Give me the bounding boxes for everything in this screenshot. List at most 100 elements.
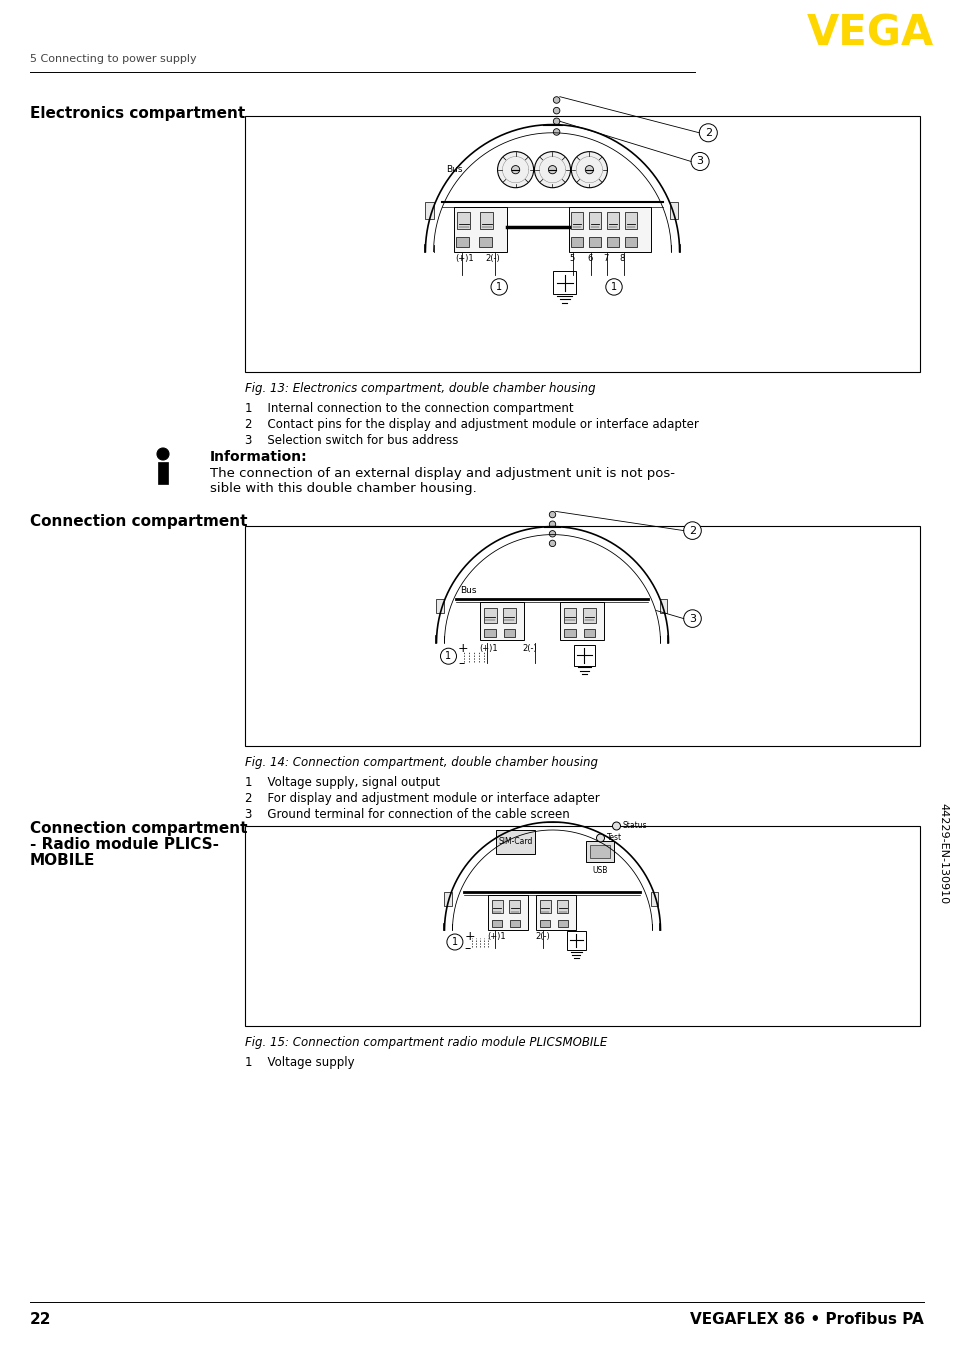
Bar — [582, 608, 595, 623]
Bar — [558, 919, 567, 926]
Text: 5: 5 — [568, 255, 574, 263]
Bar — [583, 630, 595, 636]
Text: 1: 1 — [445, 651, 451, 661]
Text: sible with this double chamber housing.: sible with this double chamber housing. — [210, 482, 476, 496]
Bar — [536, 895, 576, 930]
Bar — [560, 601, 604, 640]
Text: Fig. 14: Connection compartment, double chamber housing: Fig. 14: Connection compartment, double … — [245, 756, 598, 769]
Circle shape — [553, 107, 559, 114]
Bar — [589, 213, 600, 229]
Circle shape — [511, 165, 519, 173]
Text: 2(-): 2(-) — [521, 645, 537, 653]
Text: 1: 1 — [496, 282, 501, 292]
Text: VEGAFLEX 86 • Profibus PA: VEGAFLEX 86 • Profibus PA — [690, 1312, 923, 1327]
Bar — [571, 213, 582, 229]
Text: 7: 7 — [602, 255, 608, 263]
Bar — [245, 116, 919, 372]
Text: 22: 22 — [30, 1312, 51, 1327]
Bar — [478, 237, 492, 246]
Bar — [563, 608, 576, 623]
Text: 3: 3 — [696, 157, 703, 167]
Text: Bus: Bus — [445, 165, 462, 173]
Circle shape — [690, 153, 708, 171]
Text: Fig. 13: Electronics compartment, double chamber housing: Fig. 13: Electronics compartment, double… — [245, 382, 595, 395]
Bar — [540, 919, 550, 926]
Bar — [607, 237, 618, 246]
Circle shape — [446, 934, 462, 951]
Circle shape — [157, 448, 169, 460]
Text: (+)1: (+)1 — [486, 932, 505, 941]
Text: (+)1: (+)1 — [456, 255, 474, 263]
Bar — [484, 630, 496, 636]
Bar — [590, 845, 610, 858]
Bar — [158, 462, 168, 483]
Circle shape — [612, 822, 619, 830]
Bar — [574, 645, 595, 666]
Bar — [589, 237, 600, 246]
Circle shape — [497, 152, 533, 188]
Bar — [503, 630, 515, 636]
Bar — [444, 891, 451, 906]
Circle shape — [699, 123, 717, 142]
Text: 44229-EN-130910: 44229-EN-130910 — [937, 803, 947, 904]
Text: Status: Status — [622, 822, 647, 830]
Circle shape — [491, 279, 507, 295]
Bar — [488, 895, 528, 930]
Bar — [436, 598, 443, 613]
Bar — [557, 900, 568, 913]
Text: Electronics compartment: Electronics compartment — [30, 106, 245, 121]
Text: +: + — [464, 930, 475, 942]
Text: Fig. 15: Connection compartment radio module PLICSMOBILE: Fig. 15: Connection compartment radio mo… — [245, 1036, 607, 1049]
Bar — [492, 919, 501, 926]
Circle shape — [553, 129, 559, 135]
Bar — [502, 608, 516, 623]
Text: 1: 1 — [452, 937, 457, 946]
Text: –: – — [464, 942, 470, 955]
Text: 6: 6 — [586, 255, 592, 263]
Bar — [566, 930, 585, 951]
Circle shape — [571, 152, 607, 188]
Bar — [568, 207, 650, 252]
Circle shape — [553, 96, 559, 103]
Bar — [425, 203, 434, 219]
Text: Test: Test — [606, 834, 621, 842]
Circle shape — [549, 531, 555, 538]
Bar — [564, 630, 575, 636]
Text: USB: USB — [592, 867, 607, 875]
Text: 3: 3 — [688, 613, 696, 624]
Bar — [669, 203, 678, 219]
Circle shape — [605, 279, 621, 295]
Text: 2(-): 2(-) — [535, 932, 549, 941]
Circle shape — [549, 512, 555, 517]
Text: SIM-Card: SIM-Card — [498, 838, 533, 846]
Bar — [659, 598, 666, 613]
Bar — [483, 608, 496, 623]
Text: - Radio module PLICS-: - Radio module PLICS- — [30, 837, 219, 852]
Circle shape — [553, 118, 559, 125]
Text: 2    For display and adjustment module or interface adapter: 2 For display and adjustment module or i… — [245, 792, 599, 806]
Text: +: + — [457, 643, 468, 655]
Text: VEGA: VEGA — [805, 14, 933, 56]
Text: Connection compartment: Connection compartment — [30, 821, 247, 835]
Text: 8: 8 — [619, 255, 624, 263]
Text: 5 Connecting to power supply: 5 Connecting to power supply — [30, 54, 196, 64]
Circle shape — [440, 649, 456, 665]
Circle shape — [683, 609, 700, 627]
Bar — [539, 900, 550, 913]
Text: 2    Contact pins for the display and adjustment module or interface adapter: 2 Contact pins for the display and adjus… — [245, 418, 699, 431]
Bar — [480, 213, 493, 229]
Bar — [625, 237, 637, 246]
Bar — [456, 237, 468, 246]
Circle shape — [549, 540, 555, 547]
Text: 1    Voltage supply: 1 Voltage supply — [245, 1056, 355, 1070]
Text: 2: 2 — [688, 525, 696, 536]
Circle shape — [549, 521, 555, 528]
Text: 1    Internal connection to the connection compartment: 1 Internal connection to the connection … — [245, 402, 573, 414]
Bar — [454, 207, 507, 252]
Text: 2: 2 — [704, 127, 711, 138]
Bar — [496, 830, 535, 854]
Bar — [509, 900, 520, 913]
Bar — [553, 271, 576, 294]
Text: 1    Voltage supply, signal output: 1 Voltage supply, signal output — [245, 776, 439, 789]
Text: 2(-): 2(-) — [485, 255, 499, 263]
